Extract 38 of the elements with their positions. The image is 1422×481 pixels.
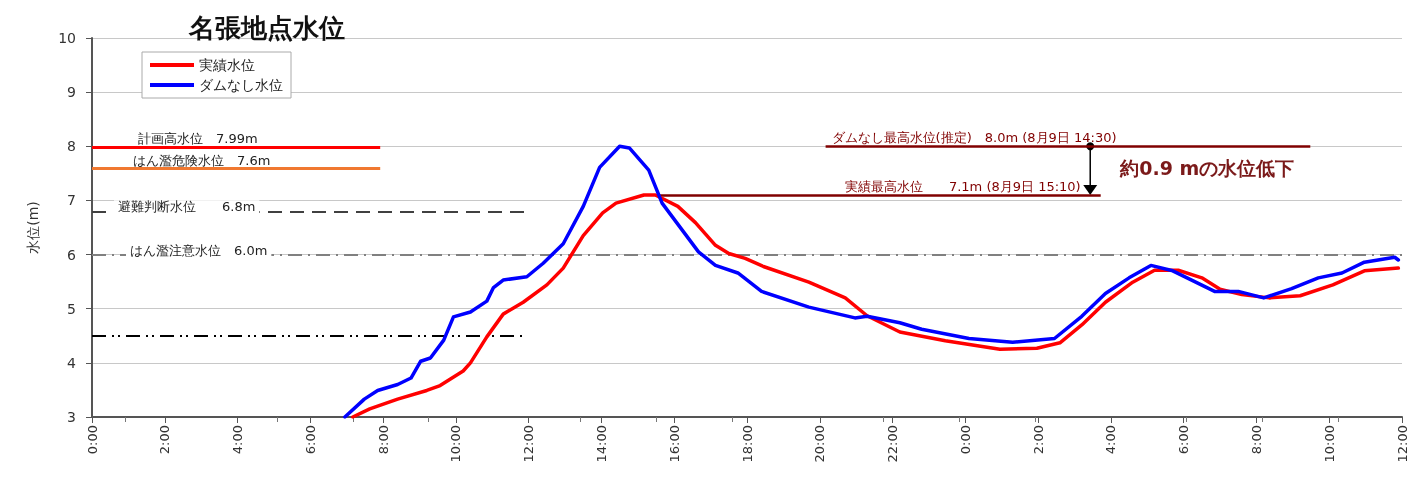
y-tick-label: 6: [67, 246, 77, 263]
ref-line-label: 実績最高水位 7.1m (8月9日 15:10): [844, 179, 1081, 195]
x-tick-label: 22:00: [885, 425, 901, 463]
x-tick-label: 2:00: [157, 425, 173, 455]
legend-label: ダムなし水位: [199, 77, 283, 93]
x-tick-label: 14:00: [593, 425, 609, 463]
y-tick-label: 9: [67, 84, 76, 101]
x-tick-label: 16:00: [666, 425, 682, 463]
ref-line-label: はん濫注意水位 6.0m: [130, 242, 268, 258]
ref-line-label: ダムなし最高水位(推定) 8.0m (8月9日 14:30): [831, 130, 1117, 146]
y-tick-label: 10: [58, 30, 76, 46]
x-tick-label: 8:00: [1248, 425, 1264, 455]
x-tick-label: 6:00: [302, 425, 318, 455]
x-tick-label: 10:00: [1321, 425, 1337, 463]
annotation: 約0.9 mの水位低下: [1119, 157, 1295, 180]
ref-line-label: 避難判断水位 6.8m: [118, 199, 256, 215]
x-tick-label: 0:00: [84, 425, 100, 455]
x-tick-label: 4:00: [1103, 425, 1119, 455]
y-tick-label: 7: [67, 192, 76, 209]
x-tick-label: 10:00: [448, 425, 464, 463]
y-tick-label: 5: [67, 300, 76, 317]
x-tick-label: 4:00: [230, 425, 246, 455]
x-tick-label: 18:00: [739, 425, 755, 463]
chart-title: 名張地点水位: [188, 13, 345, 43]
x-tick-label: 0:00: [957, 425, 973, 455]
x-tick-label: 2:00: [1030, 425, 1046, 455]
x-tick-label: 8:00: [375, 425, 391, 455]
legend-label: 実績水位: [199, 57, 255, 73]
x-tick-label: 6:00: [1176, 425, 1192, 455]
y-tick-label: 3: [67, 409, 76, 425]
x-tick-label: 12:00: [521, 425, 537, 463]
y-tick-label: 4: [67, 354, 77, 371]
x-tick-label: 20:00: [812, 425, 828, 463]
y-axis-title: 水位(m): [25, 201, 41, 254]
ref-line-label: 計画高水位 7.99m: [138, 130, 258, 146]
ref-line-label: はん濫危険水位 7.6m: [133, 152, 271, 168]
x-tick-label: 12:00: [1394, 425, 1410, 463]
y-tick-label: 8: [67, 138, 76, 155]
